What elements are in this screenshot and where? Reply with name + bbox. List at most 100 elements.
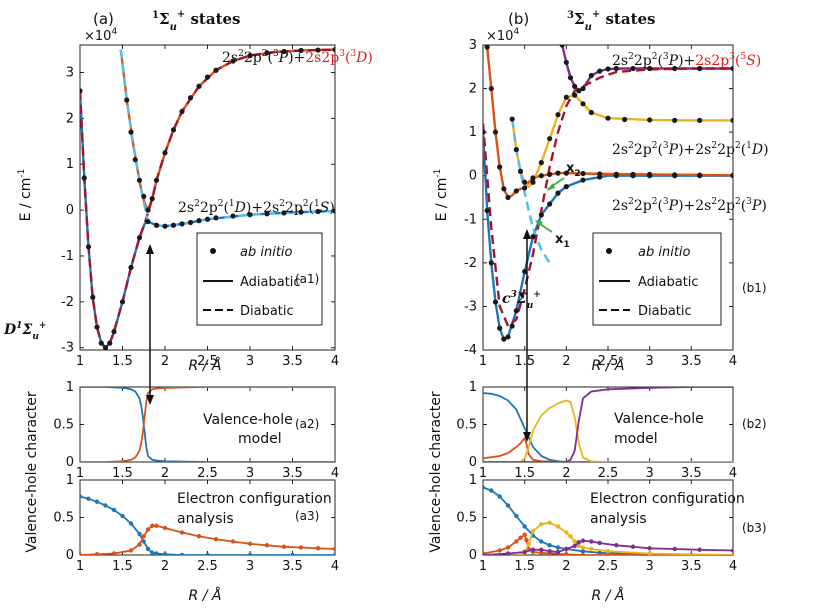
series-line (80, 387, 335, 462)
abinitio-point (488, 85, 494, 92)
y-exponent-b1: ×104 (486, 27, 519, 44)
text-box-a2-line1: Valence-hole (203, 412, 293, 428)
series-marker (196, 534, 202, 539)
diabatic-line (511, 118, 551, 264)
abinitio-point (230, 213, 236, 219)
label-x1: x1 (555, 232, 570, 250)
abinitio-point (505, 194, 511, 201)
y-tick-label: 0 (66, 455, 74, 470)
abinitio-point (136, 235, 143, 241)
y-axis-label-b1: E / cm-1 (433, 169, 450, 222)
abinitio-point (530, 175, 536, 181)
abinitio-point (230, 58, 236, 64)
legend-a1: ab initio Adiabatic Diabatic (196, 232, 323, 326)
abinitio-point (187, 95, 194, 101)
series-marker (589, 539, 594, 544)
x-tick-label: 3.5 (681, 559, 702, 574)
x-tick-label: 2 (562, 354, 570, 369)
abinitio-point (555, 170, 561, 176)
abinitio-point (517, 168, 524, 174)
abinitio-point (563, 94, 569, 100)
abinitio-point (513, 188, 519, 194)
abinitio-point (162, 223, 168, 229)
lines-a1 (80, 46, 335, 350)
ticks-b3: 1 1.5 2 2.5 3 3.5 4 0 0.5 1 (456, 473, 737, 574)
series-marker (80, 494, 83, 499)
abinitio-point (153, 177, 160, 183)
panel-label-a: (a) (93, 10, 114, 28)
abinitio-point (730, 117, 733, 123)
abinitio-point (497, 325, 503, 331)
abinitio-point (483, 129, 486, 135)
x-tick-label: 2.5 (598, 559, 619, 574)
abinitio-point (213, 67, 219, 73)
y-tick-label: 1 (66, 380, 74, 395)
abinitio-point (492, 299, 499, 305)
abinitio-point (547, 201, 553, 207)
x-tick-label: 3 (646, 466, 654, 481)
asymptote-b1-middle: 2s22p2(3P)+2s22p2(1D) (612, 141, 769, 158)
series-marker (247, 552, 253, 555)
series-marker (530, 528, 536, 534)
title-a-mult: 1 (152, 10, 159, 21)
series-marker (572, 539, 577, 544)
abinitio-point (484, 207, 490, 214)
arrowhead-x1 (535, 220, 543, 227)
abinitio-point (597, 171, 603, 177)
abinitio-point (509, 323, 515, 329)
abinitio-point (580, 170, 586, 177)
series-marker (547, 520, 552, 525)
series-marker (514, 539, 519, 544)
abinitio-point (697, 117, 703, 123)
series-marker (518, 552, 523, 555)
y-tick-label: 3 (66, 66, 74, 81)
x-tick-label: 4 (729, 559, 737, 574)
abinitio-point (247, 212, 253, 218)
series-line (80, 387, 335, 462)
x-tick-label: 1.5 (514, 354, 535, 369)
abinitio-point (697, 172, 703, 178)
y-tick-label: 0.5 (53, 511, 74, 526)
series-marker (489, 488, 494, 493)
series-marker (572, 543, 577, 549)
x-tick-label: 2.5 (197, 559, 218, 574)
abinitio-point (501, 336, 507, 342)
abinitio-point (315, 208, 321, 215)
text-box-a3-line2: analysis (177, 511, 234, 527)
asymptote-b1-bottom: 2s22p2(3P)+2s22p2(3P) (612, 197, 767, 214)
series-marker (150, 523, 155, 528)
x-axis-label-a3: R / Å (189, 587, 222, 604)
series-marker (154, 523, 159, 528)
x-tick-label: 3 (246, 466, 254, 481)
lines-a3 (80, 494, 335, 555)
panel-a2: 1 1.5 2 2.5 3 3.5 4 0 0.5 1 Valence-hole model (a… (53, 380, 339, 481)
series-marker (522, 549, 527, 555)
abinitio-point (497, 164, 503, 170)
text-box-a2-line2: model (238, 431, 282, 447)
y-tick-label: 0 (469, 548, 477, 563)
abinitio-point (332, 208, 335, 214)
series-marker (145, 546, 151, 552)
abinitio-point (563, 170, 569, 176)
state-label-b1: c3Σu+ (502, 290, 541, 311)
y-tick-label: 0 (469, 455, 477, 470)
series-line (80, 524, 335, 555)
abinitio-point (128, 264, 134, 271)
abinitio-point (488, 260, 494, 266)
abinitio-point (555, 190, 561, 196)
x-tick-label: 3 (246, 354, 254, 369)
series-marker (555, 545, 561, 550)
abinitio-point (630, 65, 636, 72)
connector-arrow-b (523, 229, 531, 442)
series-line (119, 48, 335, 212)
abinitio-point (522, 268, 528, 275)
legend-label-diabatic-b1: Diabatic (638, 304, 692, 319)
x-tick-label: 1 (479, 466, 487, 481)
abinitio-point (484, 45, 490, 50)
text-box-b2-line1: Valence-hole (614, 411, 704, 427)
x-tick-label: 2.5 (598, 466, 619, 481)
abinitio-point (332, 46, 335, 53)
abinitio-point (572, 83, 578, 89)
series-marker (647, 546, 652, 551)
panel-a1: 1 1.5 2 2.5 3 3.5 4 -3 -2 -1 0 1 2 3 ×104 E / cm-1 R … (3, 27, 373, 374)
